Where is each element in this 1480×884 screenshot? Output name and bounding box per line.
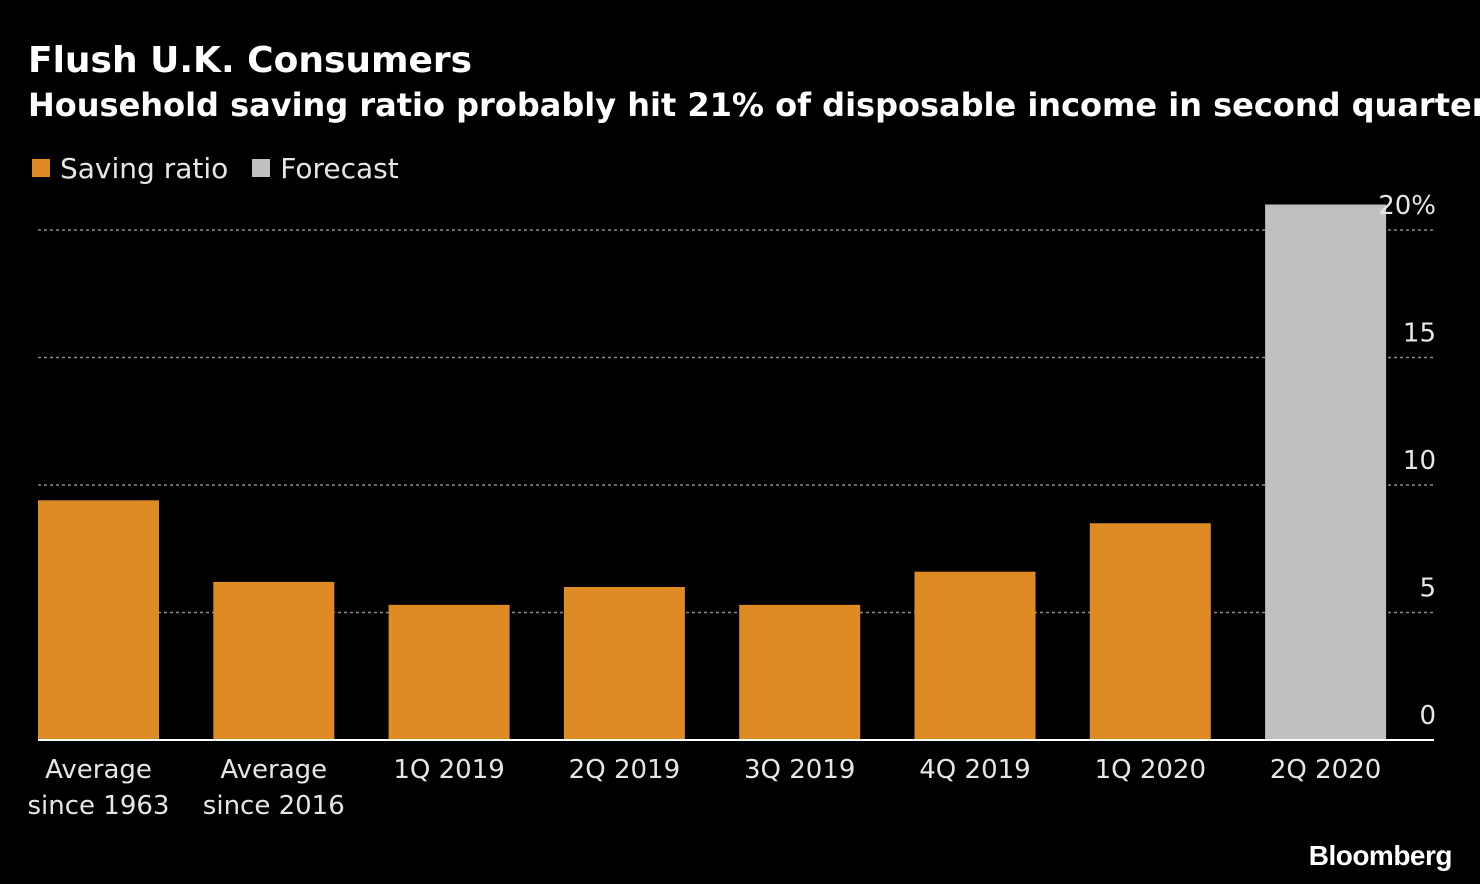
gridlines: [38, 229, 1434, 614]
x-tick-label: Average since 2016: [203, 755, 345, 821]
y-axis-labels: 0 5 10 15 20%: [1378, 191, 1436, 731]
chart-subtitle: Household saving ratio probably hit 21% …: [28, 86, 1480, 124]
bar-forecast-7: [1265, 204, 1387, 740]
y-tick-label: 0: [1419, 701, 1436, 731]
x-tick-label: 1Q 2019: [393, 755, 504, 785]
x-tick-label: 1Q 2020: [1095, 755, 1206, 785]
x-tick-label: 2Q 2019: [569, 755, 680, 785]
legend-label-forecast: Forecast: [280, 151, 399, 185]
legend-swatch-forecast: [252, 159, 271, 177]
x-tick-label: Average since 1963: [28, 755, 170, 821]
x-axis-labels: Average since 1963 Average since 2016 1Q 201…: [28, 755, 1382, 821]
bar-saving-ratio-6: [1089, 523, 1211, 740]
x-tick-label: 3Q 2019: [744, 755, 855, 785]
bar-saving-ratio-3: [563, 587, 685, 740]
legend-swatch-saving-ratio: [32, 159, 50, 177]
bar-saving-ratio-2: [388, 604, 510, 740]
bar-saving-ratio-0: [38, 500, 159, 740]
x-tick-label: 2Q 2020: [1270, 755, 1381, 785]
legend-label-saving-ratio: Saving ratio: [60, 151, 229, 185]
x-tick-label: 4Q 2019: [919, 755, 1030, 785]
bar-saving-ratio-1: [213, 581, 335, 740]
bars: [38, 204, 1387, 740]
y-tick-label: 5: [1419, 574, 1436, 604]
chart-title: Flush U.K. Consumers: [28, 40, 473, 81]
bar-saving-ratio-4: [739, 604, 861, 740]
legend-item-forecast: Forecast: [252, 151, 399, 185]
y-tick-label: 20%: [1378, 191, 1436, 221]
legend-item-saving-ratio: Saving ratio: [32, 152, 228, 185]
y-tick-label: 10: [1403, 446, 1436, 476]
y-tick-label: 15: [1403, 319, 1436, 349]
bloomberg-logo: Bloomberg: [1308, 840, 1453, 871]
bar-saving-ratio-5: [914, 571, 1036, 740]
chart-legend: Saving ratio Forecast: [32, 150, 399, 186]
